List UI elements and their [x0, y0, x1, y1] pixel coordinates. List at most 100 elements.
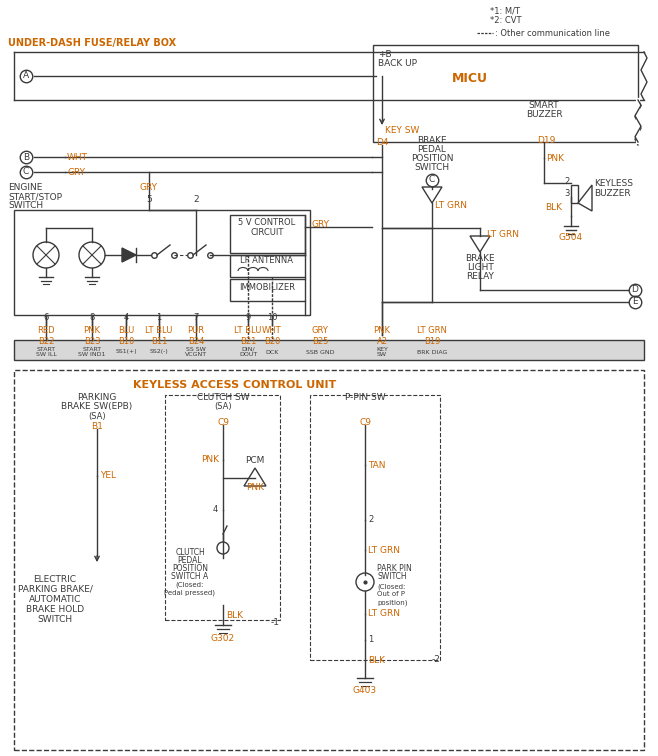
Text: IMMOBILIZER: IMMOBILIZER — [239, 283, 295, 292]
Text: BRAKE HOLD: BRAKE HOLD — [26, 605, 84, 614]
Text: B24: B24 — [188, 337, 204, 346]
Text: A2: A2 — [376, 337, 388, 346]
Text: PARKING BRAKE/: PARKING BRAKE/ — [18, 585, 92, 594]
Bar — [373, 45, 638, 142]
Text: GRY: GRY — [67, 168, 85, 177]
Text: 7: 7 — [193, 313, 199, 322]
Text: D4: D4 — [376, 138, 388, 147]
Bar — [230, 255, 305, 277]
Text: BRAKE: BRAKE — [465, 254, 495, 263]
Text: SWITCH: SWITCH — [377, 572, 407, 581]
Text: DCK: DCK — [265, 349, 279, 355]
Text: UNDER-DASH FUSE/RELAY BOX: UNDER-DASH FUSE/RELAY BOX — [8, 38, 176, 48]
Text: B1: B1 — [91, 422, 103, 431]
Text: LT GRN: LT GRN — [417, 326, 447, 335]
Text: TAN: TAN — [368, 461, 386, 470]
Text: C9: C9 — [217, 418, 229, 427]
Text: SWITCH A: SWITCH A — [171, 572, 209, 581]
Text: RED: RED — [38, 326, 55, 335]
Text: Pedal pressed): Pedal pressed) — [164, 590, 216, 596]
Bar — [230, 279, 305, 301]
Text: BACK UP: BACK UP — [378, 59, 417, 68]
Text: C: C — [429, 175, 435, 184]
Text: (Closed:: (Closed: — [377, 583, 405, 590]
Text: -1: -1 — [271, 618, 280, 627]
Text: LT BLU: LT BLU — [234, 326, 262, 335]
Text: 2: 2 — [368, 515, 373, 524]
Text: (SA): (SA) — [215, 402, 232, 411]
Text: B23: B23 — [84, 337, 100, 346]
Text: B: B — [23, 153, 29, 162]
Text: P-PIN SW: P-PIN SW — [345, 393, 386, 402]
Text: SS1(+): SS1(+) — [115, 349, 137, 355]
Text: AUTOMATIC: AUTOMATIC — [29, 595, 81, 604]
Text: 9: 9 — [245, 313, 251, 322]
Text: WHT: WHT — [262, 326, 282, 335]
Text: (SA): (SA) — [88, 412, 106, 421]
Bar — [230, 215, 305, 253]
Text: ELECTRIC: ELECTRIC — [34, 575, 76, 584]
Text: SS2(-): SS2(-) — [149, 349, 168, 355]
Bar — [571, 185, 578, 203]
Text: G504: G504 — [559, 233, 583, 242]
Text: : Other communication line: : Other communication line — [495, 29, 610, 38]
Text: PEDAL: PEDAL — [178, 556, 202, 565]
Text: D19: D19 — [537, 136, 555, 145]
Text: POSITION: POSITION — [172, 564, 208, 573]
Text: GRY: GRY — [311, 326, 328, 335]
Text: G302: G302 — [211, 634, 235, 643]
Text: PNK: PNK — [546, 154, 564, 163]
Text: PNK: PNK — [201, 455, 219, 464]
Text: *2: CVT: *2: CVT — [490, 16, 522, 25]
Text: SWITCH: SWITCH — [38, 615, 72, 624]
Text: LIGHT: LIGHT — [467, 263, 494, 272]
Text: SS SW
VCGNT: SS SW VCGNT — [185, 346, 207, 358]
Text: LT GRN: LT GRN — [368, 609, 400, 618]
Text: 3: 3 — [565, 189, 570, 198]
Text: 1: 1 — [157, 313, 162, 322]
Text: 5: 5 — [146, 195, 152, 204]
Text: E: E — [632, 298, 638, 306]
Text: B21: B21 — [240, 337, 256, 346]
Text: CLUTCH: CLUTCH — [175, 548, 205, 557]
Text: B19: B19 — [424, 337, 440, 346]
Text: START
SW ILL: START SW ILL — [36, 346, 57, 358]
Text: D: D — [632, 286, 638, 295]
Text: BRAKE SW(EPB): BRAKE SW(EPB) — [61, 402, 133, 411]
Text: 2: 2 — [565, 177, 570, 186]
Text: LF ANTENNA: LF ANTENNA — [241, 256, 293, 265]
Text: 4: 4 — [124, 313, 128, 322]
Text: KEY SW: KEY SW — [385, 126, 419, 135]
Text: C: C — [23, 168, 29, 176]
Text: RELAY: RELAY — [466, 272, 494, 281]
Bar — [165, 395, 280, 620]
Text: START
SW IND1: START SW IND1 — [78, 346, 106, 358]
Text: PEDAL: PEDAL — [418, 145, 446, 154]
Text: position): position) — [377, 599, 407, 606]
Text: LT GRN: LT GRN — [435, 201, 467, 210]
Text: GRY: GRY — [312, 220, 330, 229]
Text: WHT: WHT — [67, 153, 88, 162]
Text: BLU: BLU — [118, 326, 134, 335]
Text: Out of P: Out of P — [377, 591, 405, 597]
Text: POSITION: POSITION — [411, 154, 453, 163]
Text: PNK: PNK — [246, 483, 264, 492]
Text: 5 V CONTROL: 5 V CONTROL — [238, 218, 295, 227]
Text: +B: +B — [378, 50, 392, 59]
Text: BLK: BLK — [226, 611, 243, 620]
Text: G403: G403 — [353, 686, 377, 695]
Text: LT GRN: LT GRN — [487, 230, 519, 239]
Text: KEYLESS ACCESS CONTROL UNIT: KEYLESS ACCESS CONTROL UNIT — [134, 380, 337, 390]
Text: 10: 10 — [266, 313, 277, 322]
Text: START/STOP: START/STOP — [8, 192, 62, 201]
Text: BRAKE: BRAKE — [417, 136, 447, 145]
Text: YEL: YEL — [100, 471, 116, 480]
Text: 2: 2 — [193, 195, 199, 204]
Text: CLUTCH SW: CLUTCH SW — [197, 393, 249, 402]
Bar — [14, 210, 310, 315]
Text: KEY
SW: KEY SW — [376, 346, 388, 358]
Text: MICU: MICU — [452, 72, 488, 85]
Text: BUZZER: BUZZER — [526, 110, 563, 119]
Text: BLK: BLK — [368, 656, 385, 665]
Text: PNK: PNK — [374, 326, 390, 335]
